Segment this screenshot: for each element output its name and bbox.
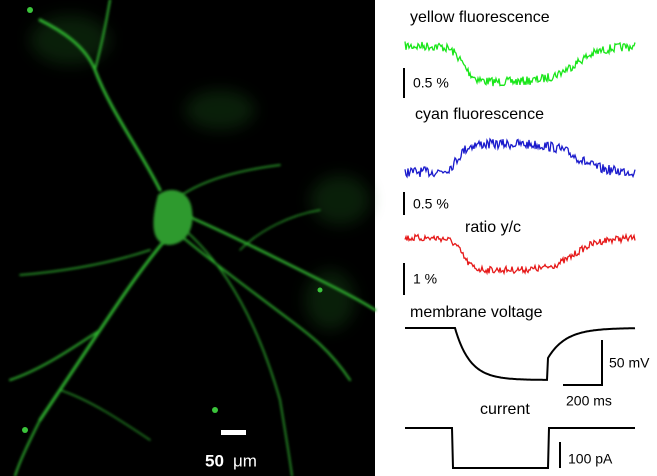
scale-bar-number: 50	[205, 451, 224, 470]
trace	[404, 137, 636, 179]
scale-bars	[403, 68, 603, 468]
time-label: 200 ms	[566, 393, 612, 409]
traces	[404, 41, 636, 469]
trace	[404, 41, 636, 87]
trace	[405, 327, 636, 381]
trace-title: yellow fluorescence	[410, 9, 550, 26]
trace	[405, 427, 635, 469]
scale-label: 0.5 %	[413, 196, 449, 212]
scale-label: 100 pA	[568, 451, 613, 467]
trace-title: membrane voltage	[410, 304, 543, 321]
trace-title: ratio y/c	[465, 219, 521, 236]
scale-label: 0.5 %	[413, 75, 449, 91]
scale-bar-unit: μm	[233, 451, 257, 470]
scale-label: 50 mV	[609, 355, 650, 371]
trace-title: cyan fluorescence	[415, 106, 544, 123]
scale-bar	[221, 430, 246, 435]
trace-title: current	[480, 401, 530, 418]
scale-label: 1 %	[413, 271, 437, 287]
trace	[404, 232, 636, 276]
micrograph: 50 μm	[0, 0, 377, 476]
